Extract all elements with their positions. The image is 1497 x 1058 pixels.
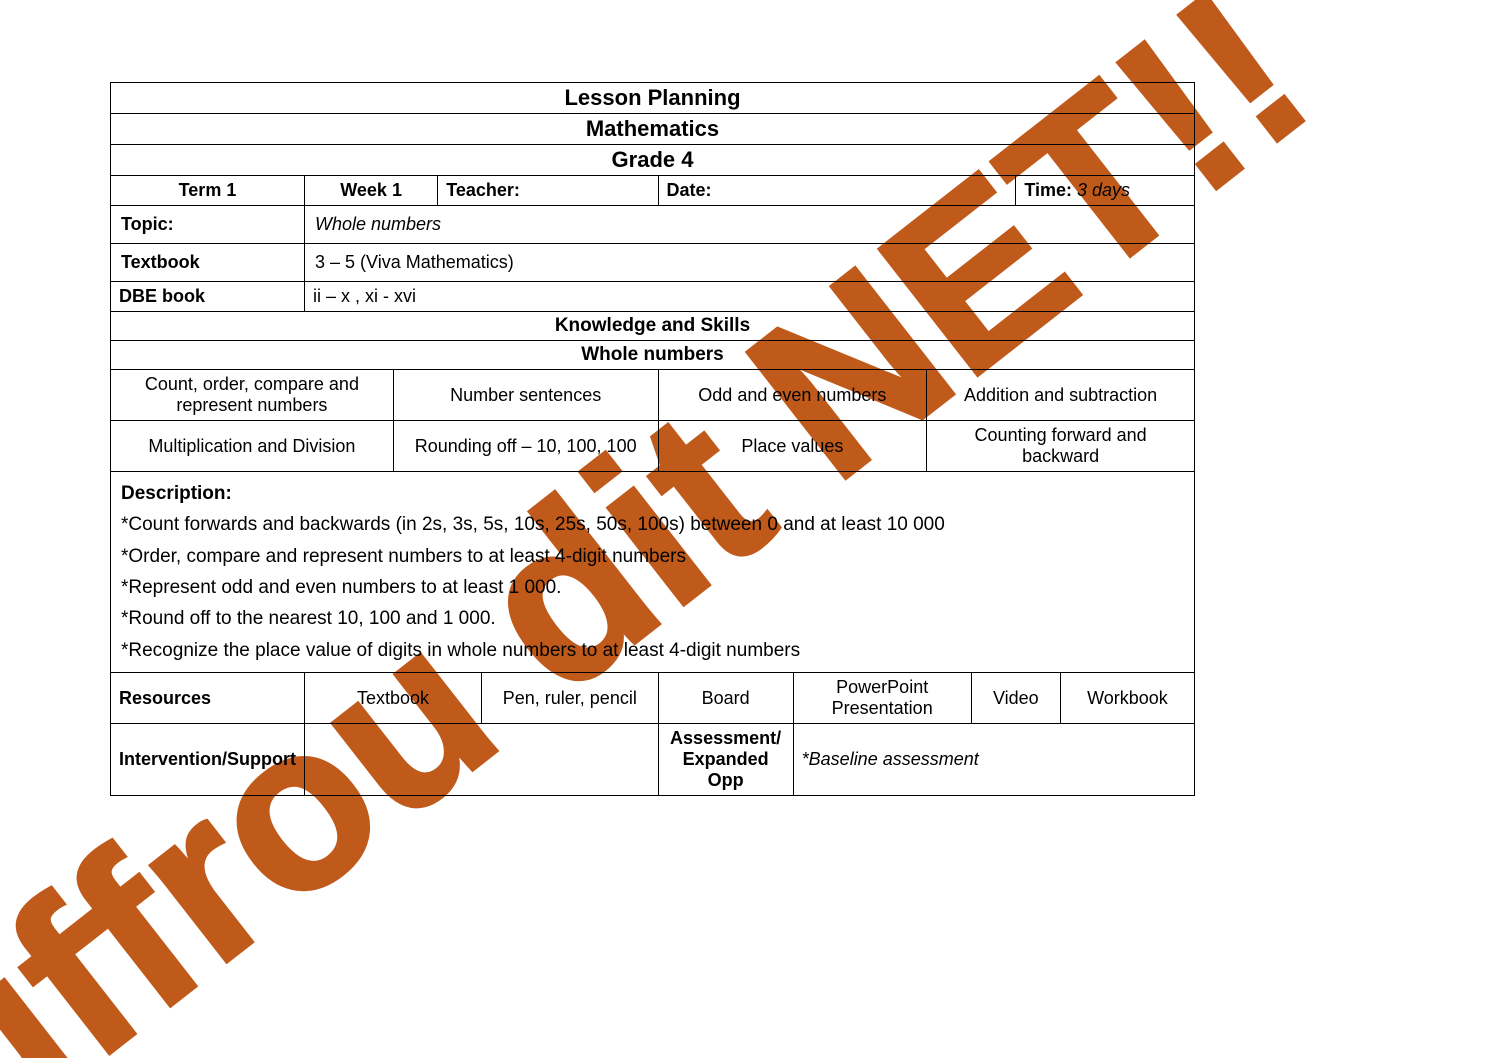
resource-1: Pen, ruler, pencil: [482, 673, 658, 724]
resource-3: PowerPoint Presentation: [793, 673, 971, 724]
date-label: Date:: [667, 180, 712, 200]
date-cell: Date:: [658, 176, 1016, 206]
assessment-label: Assessment/ Expanded Opp: [658, 724, 793, 796]
teacher-cell: Teacher:: [438, 176, 658, 206]
grade: Grade 4: [111, 145, 1195, 176]
resource-4: Video: [971, 673, 1060, 724]
assessment-value: *Baseline assessment: [793, 724, 1194, 796]
k-row1-c3: Odd and even numbers: [658, 370, 927, 421]
textbook-label: Textbook: [111, 244, 305, 282]
k-row1-c4: Addition and subtraction: [927, 370, 1195, 421]
description-line-4: *Recognize the place value of digits in …: [121, 635, 1184, 666]
knowledge-skills-header: Knowledge and Skills: [111, 312, 1195, 341]
resource-0: Textbook: [305, 673, 482, 724]
description-line-0: *Count forwards and backwards (in 2s, 3s…: [121, 509, 1184, 540]
k-row1-c1: Count, order, compare and represent numb…: [111, 370, 394, 421]
description-line-2: *Represent odd and even numbers to at le…: [121, 572, 1184, 603]
k-row2-c2: Rounding off – 10, 100, 100: [393, 421, 658, 472]
topic-value: Whole numbers: [305, 206, 1195, 244]
description-cell: Description: *Count forwards and backwar…: [111, 472, 1195, 673]
k-row2-c3: Place values: [658, 421, 927, 472]
term: Term 1: [111, 176, 305, 206]
topic-label: Topic:: [111, 206, 305, 244]
k-row2-c4: Counting forward and backward: [927, 421, 1195, 472]
description-line-1: *Order, compare and represent numbers to…: [121, 541, 1184, 572]
intervention-label: Intervention/Support: [111, 724, 305, 796]
teacher-label: Teacher:: [446, 180, 520, 200]
whole-numbers-header: Whole numbers: [111, 341, 1195, 370]
intervention-value: [305, 724, 659, 796]
lesson-plan-table: Lesson Planning Mathematics Grade 4 Term…: [110, 82, 1195, 796]
description-label: Description:: [121, 478, 1184, 509]
k-row1-c2: Number sentences: [393, 370, 658, 421]
week: Week 1: [305, 176, 438, 206]
dbe-label: DBE book: [111, 282, 305, 312]
textbook-value: 3 – 5 (Viva Mathematics): [305, 244, 1195, 282]
time-label: Time:: [1024, 180, 1072, 200]
resource-5: Workbook: [1060, 673, 1194, 724]
dbe-value: ii – x , xi - xvi: [305, 282, 1195, 312]
subject: Mathematics: [111, 114, 1195, 145]
title: Lesson Planning: [111, 83, 1195, 114]
description-line-3: *Round off to the nearest 10, 100 and 1 …: [121, 603, 1184, 634]
resource-2: Board: [658, 673, 793, 724]
time-cell: Time: 3 days: [1016, 176, 1195, 206]
k-row2-c1: Multiplication and Division: [111, 421, 394, 472]
time-value: 3 days: [1077, 180, 1130, 200]
resources-label: Resources: [111, 673, 305, 724]
